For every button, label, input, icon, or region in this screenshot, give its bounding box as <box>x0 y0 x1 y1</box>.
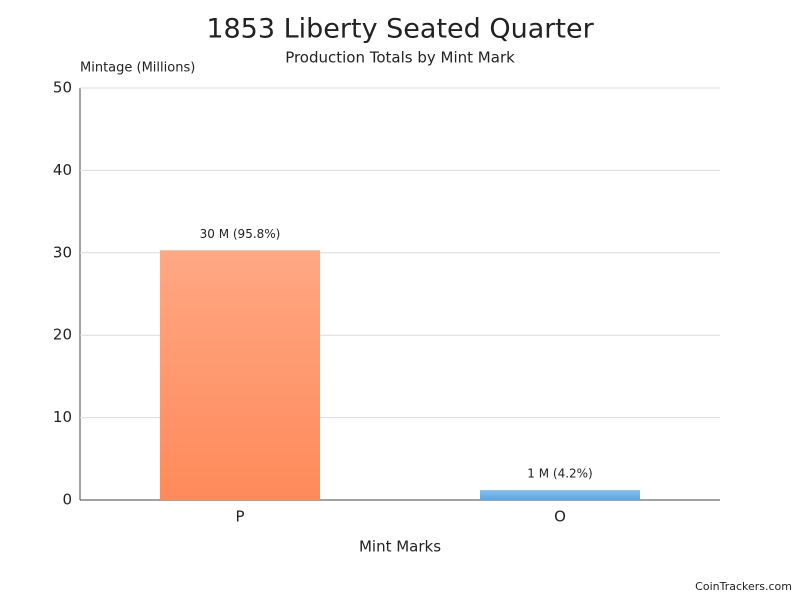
chart-title: 1853 Liberty Seated Quarter <box>206 14 594 45</box>
y-tick-label: 20 <box>53 326 72 344</box>
y-tick-label: 50 <box>53 79 72 97</box>
y-tick-label: 40 <box>53 161 72 179</box>
x-tick-label: P <box>235 508 244 526</box>
y-axis-label: Mintage (Millions) <box>80 61 195 76</box>
credit: CoinTrackers.com <box>695 580 792 593</box>
y-tick-label: 10 <box>53 408 72 426</box>
bar-shade <box>480 490 640 500</box>
y-tick-label: 30 <box>53 243 72 261</box>
chart-subtitle: Production Totals by Mint Mark <box>285 49 515 67</box>
value-label: 1 M (4.2%) <box>527 467 592 481</box>
value-label: 30 M (95.8%) <box>200 227 281 241</box>
x-axis-label: Mint Marks <box>359 538 441 556</box>
x-tick-label: O <box>554 508 566 526</box>
y-tick-label: 0 <box>62 491 72 509</box>
bar-shade <box>160 250 320 500</box>
